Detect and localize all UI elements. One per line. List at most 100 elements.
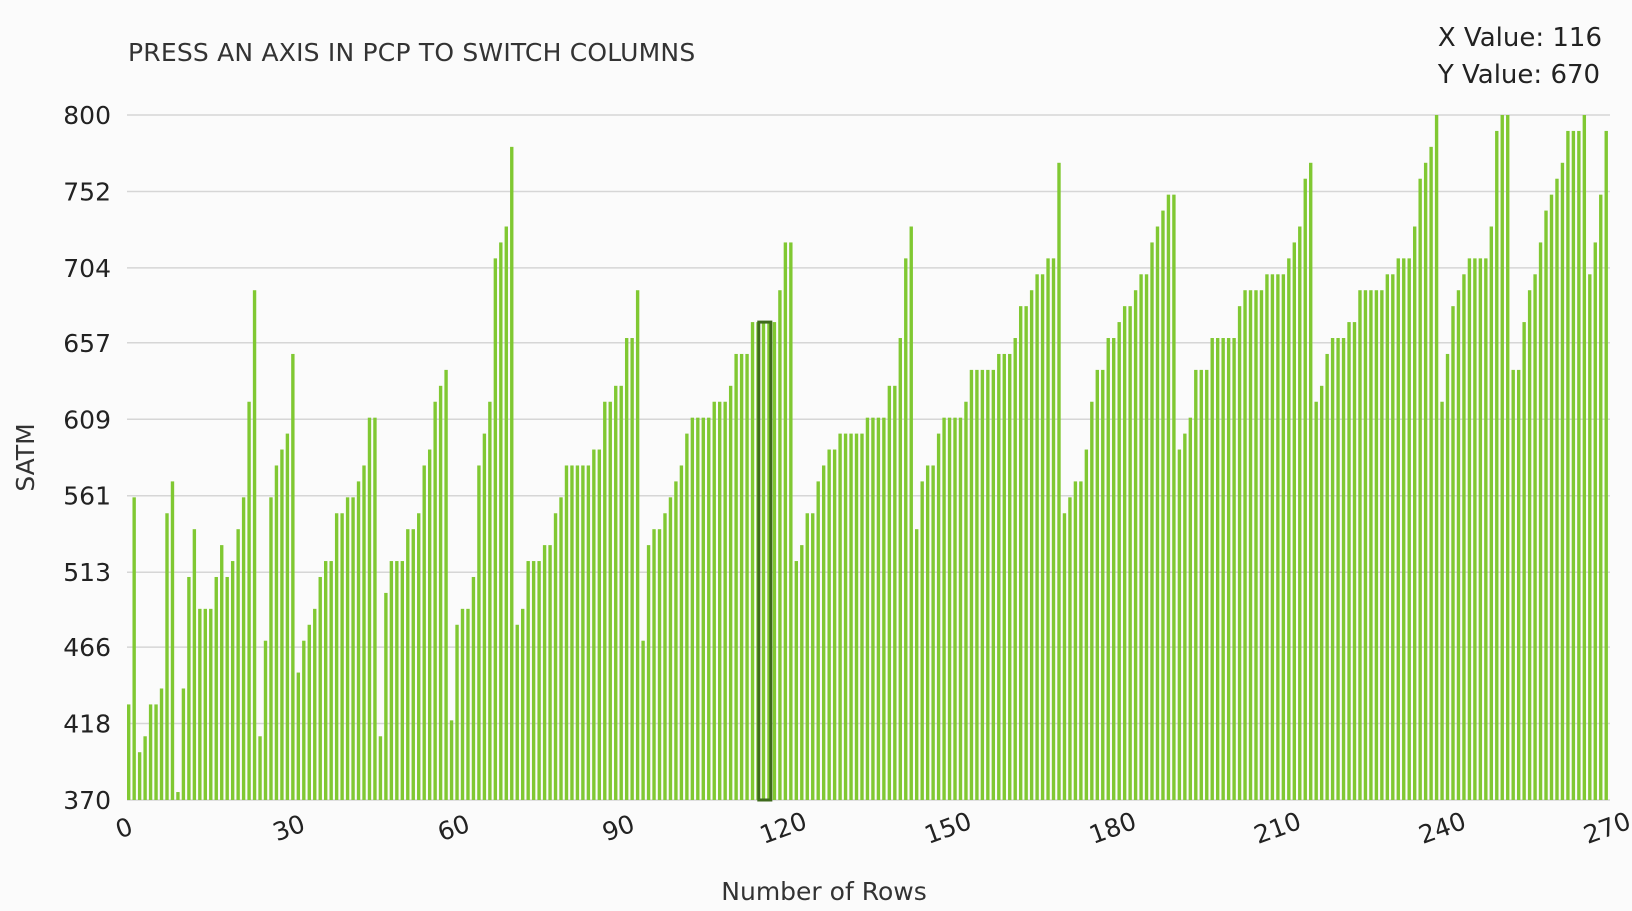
- bar[interactable]: [444, 369, 448, 800]
- bar[interactable]: [696, 417, 700, 800]
- bar[interactable]: [460, 608, 465, 800]
- bar[interactable]: [657, 529, 662, 800]
- bar[interactable]: [1500, 115, 1504, 800]
- bar[interactable]: [356, 481, 361, 800]
- bar[interactable]: [1434, 115, 1439, 800]
- bar[interactable]: [406, 529, 410, 800]
- bar[interactable]: [510, 146, 514, 801]
- bar[interactable]: [1008, 353, 1012, 800]
- bar[interactable]: [1566, 130, 1570, 800]
- bar[interactable]: [772, 322, 777, 800]
- bar[interactable]: [1112, 338, 1116, 800]
- bar[interactable]: [1538, 242, 1543, 800]
- bar[interactable]: [1582, 115, 1587, 800]
- bar[interactable]: [488, 401, 492, 800]
- bar[interactable]: [225, 576, 229, 800]
- bar[interactable]: [1489, 226, 1493, 800]
- bar[interactable]: [1166, 194, 1171, 800]
- bar[interactable]: [603, 401, 607, 800]
- bar[interactable]: [154, 704, 158, 800]
- bar[interactable]: [597, 449, 602, 800]
- bar[interactable]: [1155, 226, 1160, 800]
- bar[interactable]: [958, 417, 963, 800]
- bar[interactable]: [1599, 194, 1603, 800]
- bar[interactable]: [898, 338, 902, 800]
- bar[interactable]: [975, 369, 979, 800]
- bar[interactable]: [1549, 194, 1554, 800]
- bar[interactable]: [679, 465, 684, 800]
- bar[interactable]: [876, 417, 881, 800]
- bar[interactable]: [1254, 290, 1258, 800]
- bar[interactable]: [592, 449, 596, 800]
- highlighted-bar[interactable]: [757, 320, 773, 802]
- bar[interactable]: [1506, 115, 1510, 800]
- bar[interactable]: [1298, 226, 1302, 800]
- bar[interactable]: [991, 369, 996, 800]
- bar[interactable]: [805, 513, 809, 800]
- bar[interactable]: [1029, 290, 1034, 800]
- bar[interactable]: [964, 401, 968, 800]
- bar[interactable]: [915, 529, 919, 800]
- bar[interactable]: [1484, 258, 1488, 800]
- bar[interactable]: [1281, 274, 1286, 800]
- bar[interactable]: [1106, 338, 1110, 800]
- bar[interactable]: [285, 433, 290, 800]
- bar[interactable]: [1226, 338, 1231, 800]
- bar[interactable]: [1495, 130, 1499, 800]
- bar[interactable]: [1462, 274, 1466, 800]
- bar[interactable]: [1079, 481, 1083, 800]
- bar[interactable]: [909, 226, 913, 800]
- bar[interactable]: [838, 433, 842, 800]
- bar[interactable]: [1101, 369, 1105, 800]
- bar[interactable]: [1467, 258, 1472, 800]
- bar[interactable]: [728, 385, 733, 800]
- bar[interactable]: [707, 417, 711, 800]
- bar[interactable]: [1423, 162, 1428, 801]
- bar[interactable]: [1303, 178, 1307, 801]
- y-axis-label[interactable]: SATM: [11, 423, 40, 491]
- bar[interactable]: [1319, 385, 1324, 800]
- bar[interactable]: [165, 513, 169, 800]
- bar[interactable]: [712, 401, 716, 800]
- bar[interactable]: [827, 449, 831, 800]
- bar[interactable]: [1402, 258, 1406, 800]
- bar[interactable]: [1358, 290, 1362, 800]
- bar[interactable]: [220, 545, 224, 800]
- bar[interactable]: [384, 592, 388, 800]
- bar[interactable]: [1221, 338, 1225, 800]
- bar[interactable]: [624, 338, 629, 800]
- bar[interactable]: [630, 338, 634, 800]
- bar[interactable]: [816, 481, 820, 800]
- bar[interactable]: [521, 608, 525, 800]
- bar[interactable]: [1013, 338, 1017, 800]
- bar[interactable]: [619, 385, 623, 800]
- bar[interactable]: [1604, 130, 1608, 800]
- bar[interactable]: [685, 433, 689, 800]
- bar[interactable]: [778, 290, 782, 800]
- bar[interactable]: [1577, 130, 1581, 800]
- bar[interactable]: [170, 481, 175, 800]
- bar[interactable]: [553, 513, 558, 800]
- bar[interactable]: [1544, 210, 1548, 800]
- bar[interactable]: [1172, 194, 1176, 800]
- bar[interactable]: [493, 258, 498, 800]
- bar[interactable]: [1073, 481, 1078, 800]
- bar[interactable]: [1314, 401, 1318, 800]
- bar[interactable]: [1369, 290, 1373, 800]
- bar[interactable]: [1451, 306, 1455, 800]
- bar[interactable]: [1336, 338, 1340, 800]
- bar[interactable]: [389, 561, 394, 800]
- bar[interactable]: [1478, 258, 1483, 800]
- bar[interactable]: [723, 401, 727, 800]
- bar[interactable]: [1352, 322, 1357, 800]
- bar[interactable]: [1276, 274, 1280, 800]
- bar[interactable]: [1385, 274, 1390, 800]
- bar[interactable]: [893, 385, 897, 800]
- bar[interactable]: [236, 529, 240, 800]
- bar[interactable]: [1128, 306, 1132, 800]
- bar[interactable]: [1068, 497, 1072, 800]
- bar[interactable]: [641, 640, 645, 800]
- bar[interactable]: [1374, 290, 1379, 800]
- bar[interactable]: [1396, 258, 1400, 800]
